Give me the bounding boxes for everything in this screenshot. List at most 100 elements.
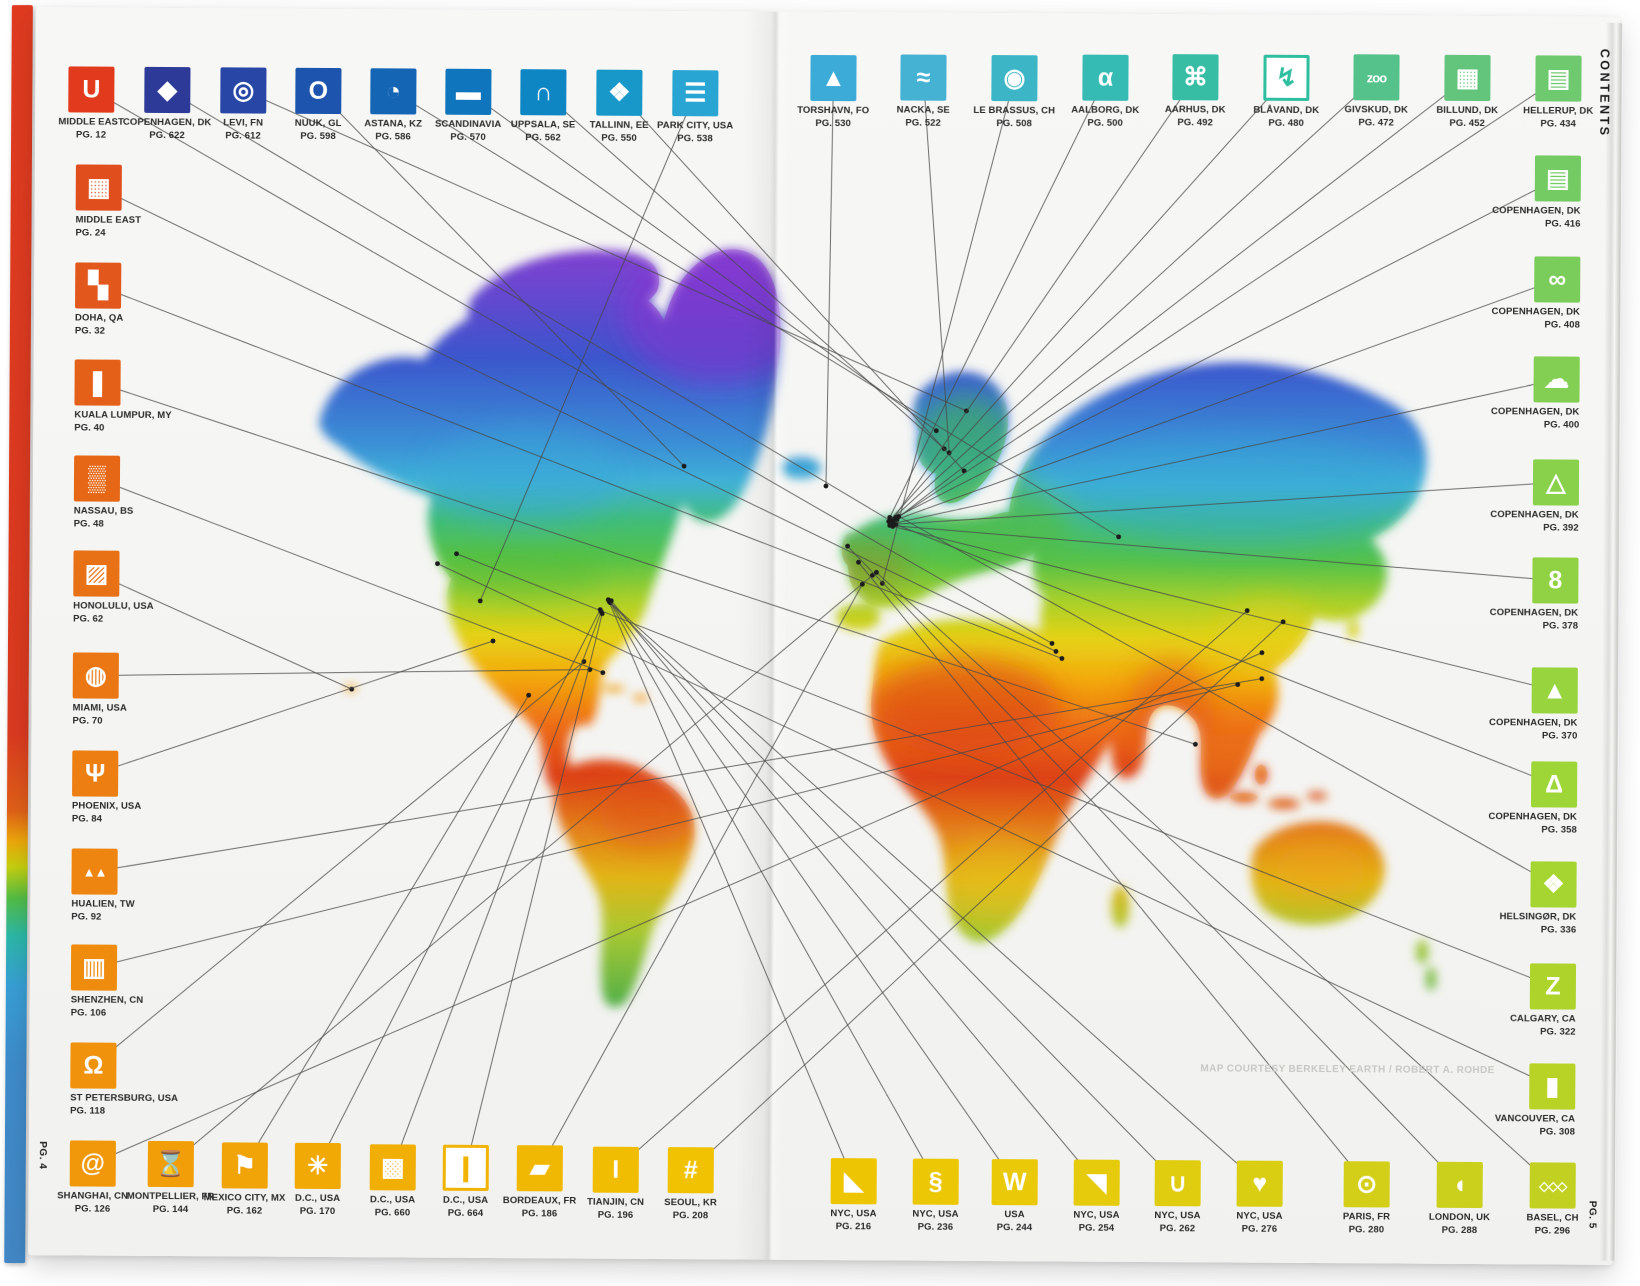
project-tile-london-uk-288: ◖ <box>1436 1161 1483 1209</box>
project-tile-label: COPENHAGEN, DK PG. 358 <box>1417 811 1577 837</box>
project-tile-levi-fn-612: ◎ <box>220 67 267 114</box>
lightning-crack-icon: ↯ <box>1275 63 1298 92</box>
project-tile-tianjin-cn-196: I <box>592 1146 639 1193</box>
project-tile-scandinavia-570: ▬ <box>445 68 492 115</box>
tile-city: MIAMI, USA <box>72 702 127 714</box>
project-tile-aalborg-dk-500: α <box>1082 54 1129 101</box>
project-tile-copenhagen-dk-370: ▲ <box>1531 667 1578 714</box>
project-tile-label: COPENHAGEN, DK PG. 370 <box>1417 717 1578 743</box>
obelisk-frame-icon: ❙ <box>455 1153 477 1182</box>
project-tile-doha-qa-32: ▚ <box>75 262 122 309</box>
terraces-icon: ☰ <box>684 78 707 107</box>
project-tile-shenzhen-cn-106: ▥ <box>70 944 118 991</box>
tile-page: PG. 276 <box>1241 1223 1278 1235</box>
scattered-squares-icon: ❖ <box>608 78 631 107</box>
project-tile-label: VANCOUVER, CA PG. 308 <box>1415 1113 1575 1139</box>
infinity-loop-icon: ∞ <box>1548 264 1567 294</box>
spirograph-icon: ◍ <box>84 661 107 690</box>
u-turn-arrow-icon: ∪ <box>1168 1168 1187 1197</box>
project-tile-copenhagen-dk-378: 8 <box>1532 557 1579 604</box>
tile-city: KUALA LUMPUR, MY <box>74 409 172 422</box>
tile-city: MIDDLE EAST <box>75 214 142 226</box>
zigzag-stairs-icon: Z <box>1545 971 1561 1001</box>
project-tile-nyc-usa-254: ◥ <box>1073 1159 1120 1206</box>
project-tile-bordeaux-fr-186: ▰ <box>516 1145 563 1192</box>
tile-city: NASSAU, BS <box>73 505 134 517</box>
triangle-blocks-icon: △ <box>1546 467 1566 497</box>
page-number-left: PG. 4 <box>36 1141 48 1170</box>
sunburst-icon: ✳ <box>307 1151 329 1180</box>
striped-facade-icon: ▥ <box>82 952 106 982</box>
map-credit: MAP COURTESY BERKELEY EARTH / ROBERT A. … <box>1200 1063 1495 1077</box>
project-tile-copenhagen-dk-408: ∞ <box>1534 256 1581 303</box>
project-tile-copenhagen-dk-400: ☁ <box>1533 356 1580 403</box>
project-tile-label: DOHA, QA PG. 32 <box>75 312 225 338</box>
project-tile-label: COPENHAGEN, DK PG. 392 <box>1419 509 1579 535</box>
pebble-ring-icon: ⊙ <box>1356 1169 1378 1198</box>
swirl-icon: @ <box>80 1148 106 1178</box>
project-tile-label: SEOUL, KR PG. 208 <box>630 1197 750 1223</box>
project-tile-label: PHOENIX, USA PG. 84 <box>72 800 222 826</box>
project-tile-astana-kz-586: ◔ <box>370 68 417 115</box>
tile-page: PG. 336 <box>1540 923 1577 936</box>
project-tile-label: NASSAU, BS PG. 48 <box>74 505 224 531</box>
tile-page: PG. 538 <box>677 132 713 144</box>
project-tile-label: PARK CITY, USA PG. 538 <box>635 120 755 146</box>
tile-page: PG. 40 <box>74 421 105 434</box>
tile-city: HELSINGØR, DK <box>1499 911 1577 923</box>
project-tile-middle-east-24: ▦ <box>75 164 122 211</box>
tile-city: ST PETERSBURG, USA <box>70 1092 179 1105</box>
tile-city: HONOLULU, USA <box>73 600 154 612</box>
tile-page: PG. 92 <box>71 910 102 923</box>
twist-tower-icon: ▮ <box>1545 1071 1560 1101</box>
project-tile-usa-244: W <box>991 1159 1038 1206</box>
project-tile-label: COPENHAGEN, DK PG. 408 <box>1420 306 1581 332</box>
tile-page: PG. 416 <box>1544 217 1581 230</box>
hash-icon: # <box>683 1155 698 1184</box>
project-tile-label: COPENHAGEN, DK PG. 378 <box>1418 607 1579 633</box>
project-tile-label: COPENHAGEN, DK PG. 400 <box>1419 406 1580 432</box>
pinwheel-icon: ◥ <box>1087 1168 1107 1197</box>
alpha-loop-icon: α <box>1097 63 1114 92</box>
maze-icon: ▩ <box>380 1152 405 1181</box>
project-tile-basel-ch-296: ◇◇◇ <box>1529 1162 1576 1209</box>
project-tile-vancouver-ca-308: ▮ <box>1529 1063 1576 1110</box>
project-tile-label: MIDDLE EAST PG. 24 <box>75 214 225 240</box>
project-tile-park-city-usa-538: ☰ <box>672 70 719 117</box>
project-tile-d-c-usa-660: ▩ <box>369 1144 416 1191</box>
tile-city: COPENHAGEN, DK <box>1490 406 1580 418</box>
tile-city: COPENHAGEN, DK <box>1488 717 1578 729</box>
tile-page: PG. 106 <box>70 1006 107 1019</box>
tile-city: COPENHAGEN, DK <box>1490 509 1579 521</box>
tile-page: PG. 48 <box>73 517 104 530</box>
canopy-u-icon: U <box>82 74 101 104</box>
spire-icon: I <box>612 1155 620 1184</box>
project-tile-shanghai-cn-126: @ <box>69 1140 116 1187</box>
tile-page: PG. 392 <box>1543 521 1579 534</box>
page-number-right: PG. 5 <box>1586 1200 1598 1229</box>
tile-page: PG. 400 <box>1543 418 1580 431</box>
striped-heart-icon: ♥ <box>1252 1169 1268 1198</box>
minaret-icon: ❚ <box>87 368 109 397</box>
project-tile-label: SHENZHEN, CN PG. 106 <box>71 994 221 1020</box>
tile-city: PARK CITY, USA <box>657 119 734 132</box>
tile-city: COPENHAGEN, DK <box>1492 205 1581 217</box>
tile-page: PG. 24 <box>75 226 106 239</box>
tile-page: PG. 70 <box>72 714 103 727</box>
project-tile-label: CALGARY, CA PG. 322 <box>1416 1013 1576 1039</box>
project-tile-calgary-ca-322: Z <box>1529 963 1577 1010</box>
twin-blobs-icon: ◖ <box>1452 1170 1468 1199</box>
wedge-icon: ◆ <box>157 75 178 104</box>
figure-eight-icon: 8 <box>1548 565 1563 595</box>
banded-hill-icon: ▤ <box>1546 63 1571 93</box>
zoo-bike-icon: zoo <box>1366 69 1387 85</box>
molar-shape-icon: W <box>1002 1167 1027 1196</box>
project-tile-paris-fr-280: ⊙ <box>1343 1161 1390 1208</box>
project-tile-nassau-bs-48: ▒ <box>73 455 121 502</box>
dome-icon: ∩ <box>534 77 553 106</box>
double-spiral-icon: ◎ <box>232 75 255 105</box>
lattice-icon: ▨ <box>84 559 109 588</box>
